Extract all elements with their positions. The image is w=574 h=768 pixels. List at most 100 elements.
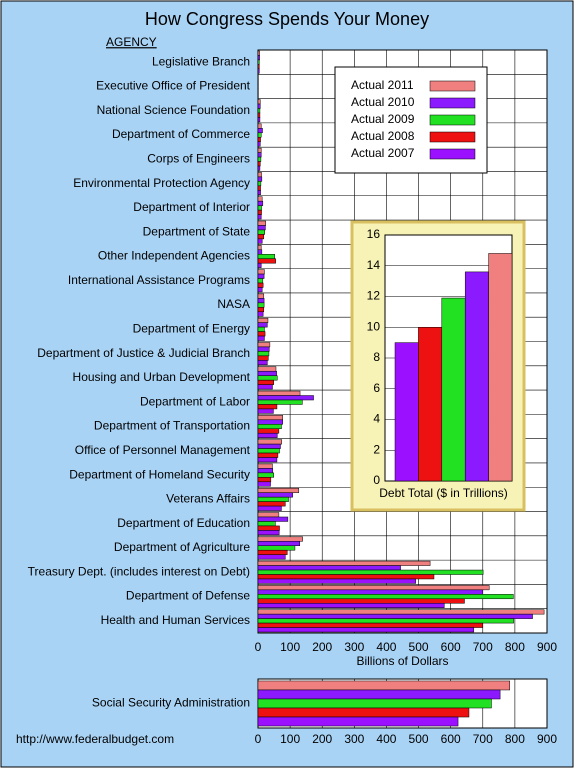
- category-label: Department of Homeland Security: [69, 467, 250, 481]
- legend-label: Actual 2009: [351, 112, 415, 126]
- bar: [257, 698, 492, 709]
- x-tick-label: 400: [376, 640, 396, 654]
- category-label: Veterans Affairs: [166, 492, 250, 506]
- bar: [257, 603, 445, 608]
- bar: [257, 200, 264, 206]
- y-tick-label: 16: [367, 227, 381, 241]
- bar: [257, 618, 514, 624]
- bar: [257, 322, 268, 328]
- bar: [257, 501, 286, 507]
- legend-label: Actual 2007: [351, 146, 415, 160]
- bar: [257, 278, 264, 284]
- bar: [257, 384, 273, 390]
- bar: [257, 302, 265, 308]
- bar: [257, 238, 263, 244]
- x-tick-label: 700: [473, 732, 493, 746]
- category-label: Social Security Administration: [92, 696, 250, 710]
- bar: [257, 530, 280, 536]
- bar: [257, 331, 266, 337]
- x-tick-label: 100: [280, 640, 300, 654]
- category-label: Environmental Protection Agency: [73, 176, 250, 190]
- bar: [257, 156, 262, 162]
- bar: [257, 249, 263, 255]
- x-tick-label: 800: [505, 732, 525, 746]
- bar: [257, 439, 283, 445]
- bar: [257, 375, 278, 381]
- category-label: Department of Justice & Judicial Branch: [37, 346, 250, 360]
- bar: [257, 492, 293, 498]
- category-label: National Science Foundation: [97, 103, 250, 117]
- bar: [257, 565, 401, 571]
- bar: [257, 132, 262, 138]
- bar: [257, 554, 286, 560]
- category-label: Department of Education: [117, 516, 250, 530]
- bar: [257, 481, 271, 487]
- y-tick-label: 14: [367, 258, 381, 272]
- bar: [257, 395, 314, 401]
- bar: [257, 298, 265, 304]
- bar: [257, 165, 261, 171]
- y-tick-label: 8: [373, 350, 380, 364]
- legend-swatch: [429, 114, 476, 126]
- bar: [257, 496, 289, 502]
- legend-label: Actual 2010: [351, 95, 415, 109]
- bar: [257, 487, 300, 493]
- bar: [257, 253, 275, 259]
- chart-title: How Congress Spends Your Money: [145, 9, 429, 29]
- category-label: Health and Human Services: [101, 613, 250, 627]
- bar: [464, 271, 489, 482]
- category-label: Department of Commerce: [112, 127, 250, 141]
- bar: [257, 273, 265, 279]
- legend-label: Actual 2008: [351, 129, 415, 143]
- bar: [257, 128, 263, 134]
- bar: [257, 716, 459, 727]
- legend-swatch: [429, 148, 476, 160]
- bar: [257, 707, 470, 718]
- bar: [257, 452, 279, 458]
- legend-label: Actual 2011: [351, 78, 414, 92]
- bar: [257, 689, 501, 700]
- bar: [257, 55, 260, 61]
- bar: [257, 311, 264, 317]
- bar: [257, 505, 282, 511]
- bar: [257, 287, 263, 293]
- bar: [257, 379, 274, 385]
- bar: [257, 147, 262, 153]
- category-label: Housing and Urban Development: [73, 370, 251, 384]
- bar: [257, 50, 260, 56]
- bar: [441, 297, 466, 482]
- category-label: Department of Labor: [140, 394, 250, 408]
- bar: [257, 609, 545, 615]
- bar: [257, 399, 303, 405]
- bar: [257, 512, 280, 518]
- x-tick-label: 600: [441, 640, 461, 654]
- bar: [257, 390, 301, 396]
- bar: [257, 137, 261, 142]
- bar: [257, 448, 280, 454]
- y-tick-label: 4: [373, 412, 380, 426]
- legend-swatch: [429, 80, 476, 92]
- bar: [257, 196, 263, 202]
- y-tick-label: 10: [367, 319, 381, 333]
- y-tick-label: 2: [373, 442, 380, 456]
- bar: [257, 408, 274, 414]
- bar: [257, 585, 490, 591]
- bar: [257, 326, 265, 332]
- category-label: Legislative Branch: [152, 54, 250, 68]
- bar: [257, 262, 262, 268]
- bar: [257, 234, 265, 240]
- bar: [488, 253, 513, 482]
- bar: [257, 190, 261, 196]
- bar: [257, 172, 262, 178]
- bar: [257, 59, 260, 65]
- bar: [257, 220, 266, 226]
- bar: [257, 335, 265, 341]
- bar: [257, 541, 300, 546]
- x-tick-label: 800: [505, 640, 525, 654]
- bar: [257, 103, 261, 109]
- legend-swatch: [429, 131, 476, 143]
- bar: [257, 366, 277, 372]
- bar: [257, 176, 263, 182]
- bar: [257, 404, 278, 410]
